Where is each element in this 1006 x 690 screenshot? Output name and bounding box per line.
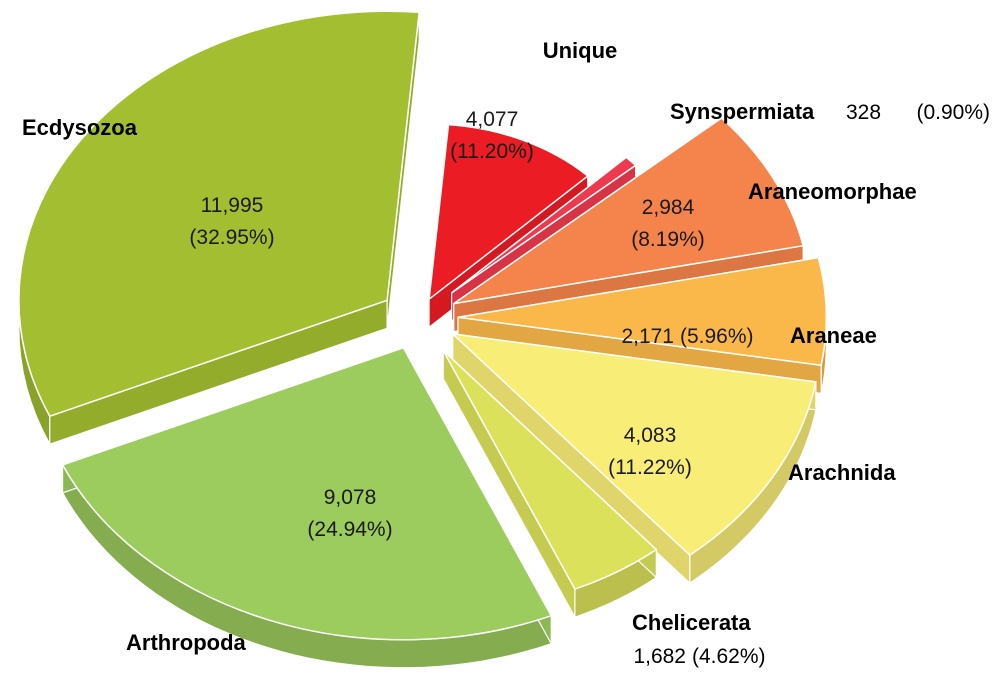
slice-arachnida: [450, 332, 817, 557]
pie-slices: [18, 10, 828, 669]
value-label-synspermiata: 328: [846, 101, 881, 124]
percent-label-synspermiata: (0.90%): [916, 101, 990, 124]
category-label-araneae: Araneae: [790, 323, 877, 348]
category-label-synspermiata: Synspermiata: [670, 99, 815, 124]
value-label-unique: 4,077: [466, 108, 519, 131]
slice-chelicerata: [442, 350, 658, 591]
value-label-chelicerata: 1,682: [633, 645, 686, 668]
category-label-araneomorphae: Araneomorphae: [748, 179, 917, 204]
category-label-chelicerata: Chelicerata: [632, 610, 751, 635]
slice-ecdysozoa: [18, 10, 421, 418]
slice-synspermiata: [451, 156, 637, 294]
value-label-arthropoda: 9,078: [324, 486, 377, 509]
value-label-ecdysozoa: 11,995: [201, 194, 264, 217]
slice-unique: [428, 123, 590, 301]
slice-araneae: [457, 256, 828, 367]
slice-araneomorphae: [453, 117, 805, 305]
percent-label-araneomorphae: (8.19%): [631, 228, 705, 251]
category-label-arachnida: Arachnida: [788, 460, 896, 485]
percent-label-arachnida: (11.22%): [608, 456, 692, 479]
category-label-arthropoda: Arthropoda: [126, 630, 247, 655]
slice-arthropoda: [61, 346, 553, 641]
category-label-ecdysozoa: Ecdysozoa: [22, 115, 138, 140]
value-label-araneomorphae: 2,984: [642, 196, 695, 219]
value-label-araneae: 2,171: [621, 325, 674, 348]
percent-label-araneae: (5.96%): [680, 325, 754, 348]
category-label-unique: Unique: [543, 38, 618, 63]
percent-label-unique: (11.20%): [450, 140, 534, 163]
percent-label-ecdysozoa: (32.95%): [189, 226, 274, 249]
value-label-arachnida: 4,083: [624, 424, 677, 447]
percent-label-arthropoda: (24.94%): [307, 518, 392, 541]
percent-label-chelicerata: (4.62%): [692, 645, 766, 668]
